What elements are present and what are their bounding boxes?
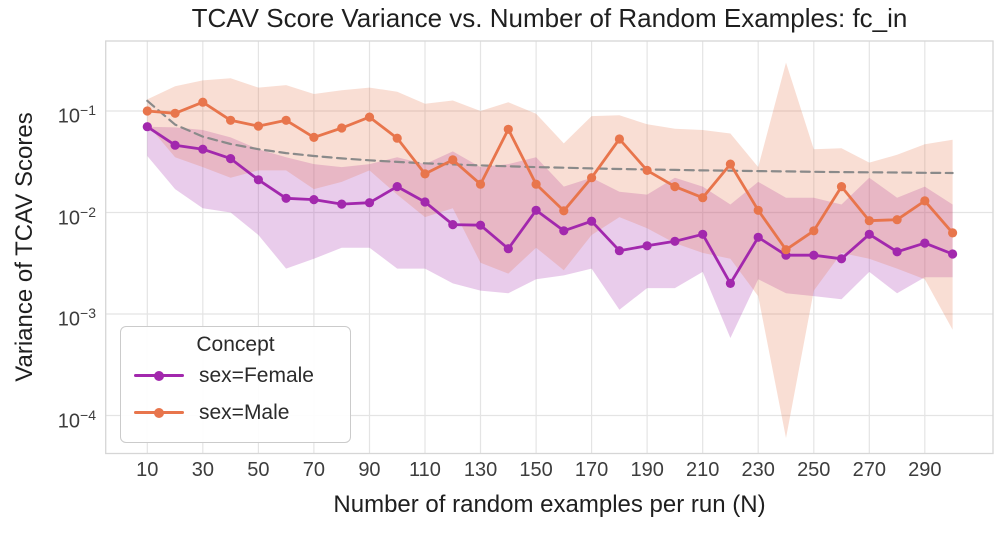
x-tick-label: 230 [741, 459, 775, 481]
female-line-swatch-icon [134, 370, 184, 381]
x-tick-label: 70 [302, 459, 326, 481]
legend-entry-label: sex=Male [199, 400, 290, 424]
x-tick-label: 50 [247, 459, 270, 481]
male-line-swatch-icon [134, 407, 184, 418]
x-axis-label: Number of random examples per run (N) [333, 491, 766, 518]
y-tick-label: 10−2 [57, 203, 96, 230]
x-tick-label: 10 [136, 459, 159, 481]
legend-entry-female: sex=Female [121, 357, 350, 394]
legend-entry-male: sex=Male [121, 394, 350, 431]
x-tick-label: 270 [852, 459, 886, 481]
x-tick-label: 210 [685, 459, 720, 481]
x-tick-label: 250 [797, 459, 831, 481]
x-tick-label: 190 [630, 459, 664, 481]
chart-title: TCAV Score Variance vs. Number of Random… [191, 3, 908, 33]
y-axis-label: Variance of TCAV Scores [11, 112, 38, 382]
male-dot-icon [154, 407, 164, 418]
y-tick-label: 10−4 [57, 406, 96, 433]
female-dot-icon [154, 370, 164, 381]
y-tick-label: 10−3 [57, 305, 96, 331]
x-tick-label: 90 [358, 459, 381, 481]
x-tick-label: 170 [574, 459, 609, 481]
y-tick-label: 10−1 [57, 102, 96, 128]
legend: Concept sex=Female sex=Male [120, 326, 351, 443]
x-tick-label: 130 [463, 459, 498, 481]
x-tick-label: 30 [191, 459, 214, 481]
x-tick-label: 150 [519, 459, 553, 481]
x-tick-label: 290 [908, 459, 942, 481]
x-tick-label: 110 [409, 459, 441, 481]
legend-title: Concept [196, 333, 275, 356]
legend-entry-label: sex=Female [199, 363, 314, 387]
